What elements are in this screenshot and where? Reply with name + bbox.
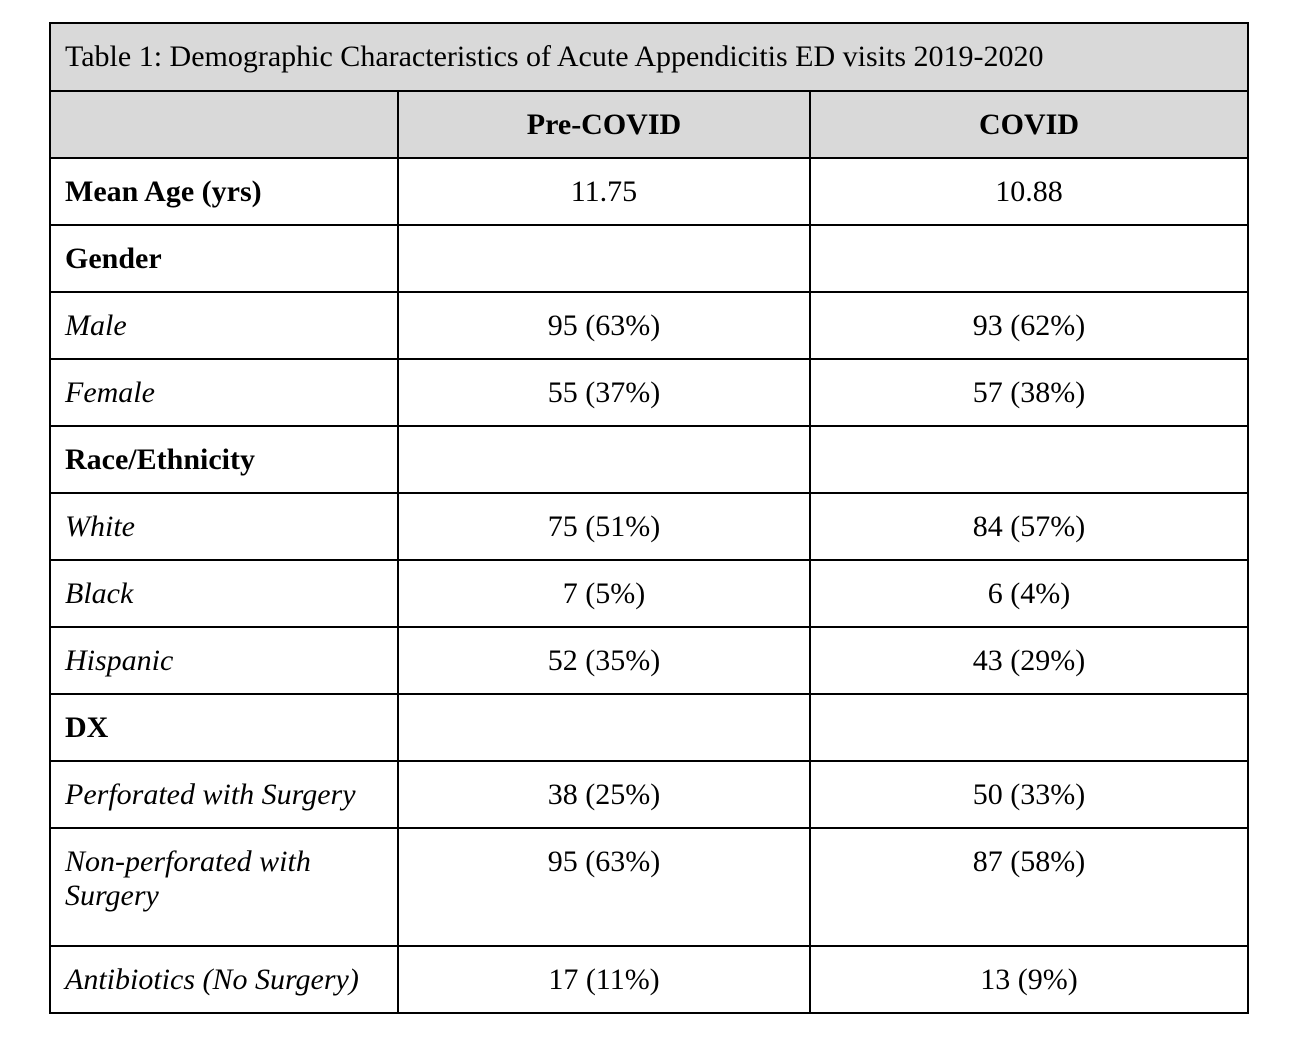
table-row-mean-age: Mean Age (yrs) 11.75 10.88 — [49, 157, 1249, 226]
covid-value: 6 (4%) — [809, 559, 1249, 628]
table-caption: Table 1: Demographic Characteristics of … — [49, 22, 1249, 92]
covid-value: 10.88 — [809, 157, 1249, 226]
table-row-male: Male 95 (63%) 93 (62%) — [49, 291, 1249, 360]
column-header-label — [49, 90, 399, 159]
column-header-row: Pre-COVID COVID — [49, 90, 1249, 159]
row-label: White — [49, 492, 399, 561]
row-label: Antibiotics (No Surgery) — [49, 945, 399, 1014]
pre-covid-value: 17 (11%) — [397, 945, 811, 1014]
covid-value: 57 (38%) — [809, 358, 1249, 427]
table-row-antibiotics-no-surgery: Antibiotics (No Surgery) 17 (11%) 13 (9%… — [49, 945, 1249, 1014]
pre-covid-value — [397, 425, 811, 494]
row-label: Male — [49, 291, 399, 360]
covid-value: 50 (33%) — [809, 760, 1249, 829]
table-row-hispanic: Hispanic 52 (35%) 43 (29%) — [49, 626, 1249, 695]
demographics-table: Table 1: Demographic Characteristics of … — [49, 22, 1249, 1014]
table-row-race-ethnicity: Race/Ethnicity — [49, 425, 1249, 494]
section-label: Race/Ethnicity — [49, 425, 399, 494]
pre-covid-value: 11.75 — [397, 157, 811, 226]
covid-value — [809, 224, 1249, 293]
pre-covid-value — [397, 693, 811, 762]
covid-value: 93 (62%) — [809, 291, 1249, 360]
pre-covid-value: 7 (5%) — [397, 559, 811, 628]
table-row-non-perforated-with-surgery: Non-perforated with Surgery 95 (63%) 87 … — [49, 827, 1249, 947]
row-label: Hispanic — [49, 626, 399, 695]
section-label: Gender — [49, 224, 399, 293]
pre-covid-value: 75 (51%) — [397, 492, 811, 561]
pre-covid-value: 52 (35%) — [397, 626, 811, 695]
row-label: Mean Age (yrs) — [49, 157, 399, 226]
column-header-covid: COVID — [809, 90, 1249, 159]
table-row-gender: Gender — [49, 224, 1249, 293]
table-row-dx: DX — [49, 693, 1249, 762]
covid-value: 87 (58%) — [809, 827, 1249, 947]
caption-row: Table 1: Demographic Characteristics of … — [49, 22, 1249, 92]
column-header-pre-covid: Pre-COVID — [397, 90, 811, 159]
table-row-perforated-with-surgery: Perforated with Surgery 38 (25%) 50 (33%… — [49, 760, 1249, 829]
pre-covid-value: 55 (37%) — [397, 358, 811, 427]
row-label: Female — [49, 358, 399, 427]
section-label: DX — [49, 693, 399, 762]
table-row-white: White 75 (51%) 84 (57%) — [49, 492, 1249, 561]
table-row-female: Female 55 (37%) 57 (38%) — [49, 358, 1249, 427]
covid-value — [809, 425, 1249, 494]
covid-value: 84 (57%) — [809, 492, 1249, 561]
table-row-black: Black 7 (5%) 6 (4%) — [49, 559, 1249, 628]
row-label: Black — [49, 559, 399, 628]
pre-covid-value: 38 (25%) — [397, 760, 811, 829]
row-label: Perforated with Surgery — [49, 760, 399, 829]
row-label: Non-perforated with Surgery — [49, 827, 399, 947]
pre-covid-value: 95 (63%) — [397, 291, 811, 360]
covid-value: 43 (29%) — [809, 626, 1249, 695]
covid-value — [809, 693, 1249, 762]
demographics-table-container: Table 1: Demographic Characteristics of … — [49, 22, 1249, 1014]
pre-covid-value — [397, 224, 811, 293]
pre-covid-value: 95 (63%) — [397, 827, 811, 947]
covid-value: 13 (9%) — [809, 945, 1249, 1014]
